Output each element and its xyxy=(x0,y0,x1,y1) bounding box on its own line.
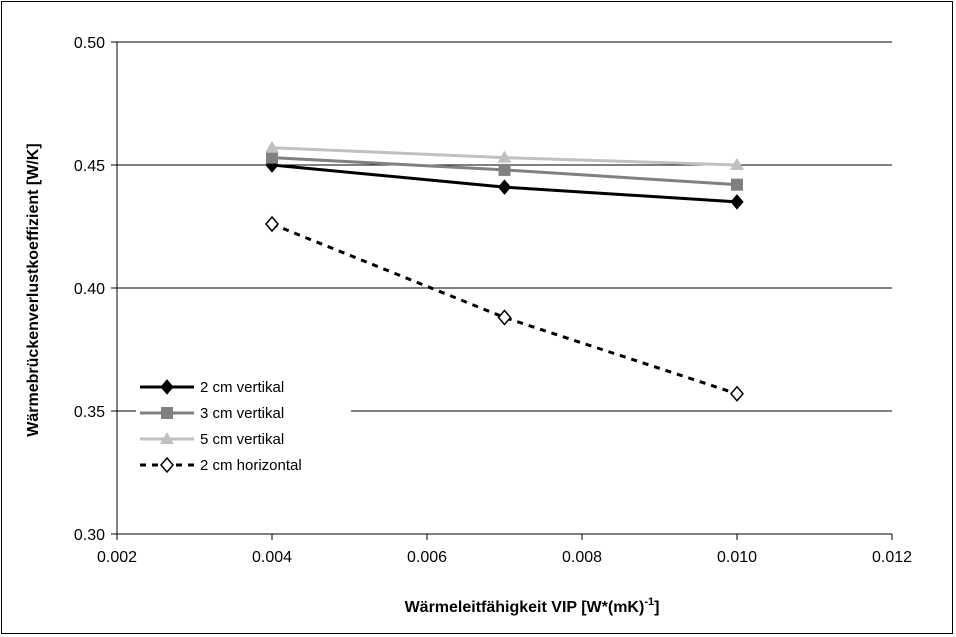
data-point xyxy=(730,385,744,402)
x-tick-label: 0.004 xyxy=(252,549,292,566)
y-tick-label: 0.30 xyxy=(74,527,105,544)
legend-label: 2 cm horizontal xyxy=(200,457,302,474)
data-point xyxy=(730,158,744,170)
data-point xyxy=(265,215,279,233)
legend-label: 5 cm vertikal xyxy=(200,431,284,448)
series-layer xyxy=(265,140,744,402)
x-axis-title-superscript: -1 xyxy=(644,596,654,608)
y-tick-label: 0.40 xyxy=(74,281,105,298)
legend-label: 2 cm vertikal xyxy=(200,379,284,396)
data-point xyxy=(498,163,511,176)
data-point xyxy=(730,194,744,210)
data-point xyxy=(265,140,279,153)
x-tick-label: 0.008 xyxy=(562,549,602,566)
x-axis-title: Wärmeleitfähigkeit VIP [W*(mK)-1] xyxy=(405,596,660,616)
y-axis-title: Wärmebrückenverlustkoeffizient [W/K] xyxy=(25,143,42,436)
data-point xyxy=(497,179,512,195)
y-tick-label: 0.50 xyxy=(74,35,105,52)
series-2-cm-horizontal xyxy=(265,215,744,402)
legend-swatch-marker xyxy=(160,379,174,395)
data-point xyxy=(497,150,512,163)
axes xyxy=(111,41,893,540)
y-tick-label: 0.45 xyxy=(74,158,105,175)
legend-label: 3 cm vertikal xyxy=(200,405,284,422)
legend: 2 cm vertikal 3 cm vertikal 5 cm vertikal 2… xyxy=(136,373,351,481)
y-tick-label: 0.35 xyxy=(74,404,105,421)
x-tick-label: 0.010 xyxy=(717,549,757,566)
x-tick-labels: 0.002 0.004 0.006 0.008 0.010 0.012 xyxy=(97,549,912,566)
y-tick-labels: 0.30 0.35 0.40 0.45 0.50 xyxy=(74,35,105,544)
x-tick-label: 0.006 xyxy=(407,549,447,566)
legend-swatch-marker xyxy=(160,432,174,444)
series-5-cm-vertikal xyxy=(265,140,744,170)
legend-swatch-marker xyxy=(160,456,174,474)
data-point xyxy=(731,178,743,191)
x-tick-label: 0.002 xyxy=(97,549,137,566)
x-tick-label: 0.012 xyxy=(872,549,912,566)
gridlines xyxy=(117,41,892,412)
series-3-cm-vertikal xyxy=(266,151,743,191)
x-axis-title-suffix: ] xyxy=(654,599,659,616)
x-axis-title-main: Wärmeleitfähigkeit VIP [W*(mK) xyxy=(405,599,645,616)
data-point xyxy=(266,151,278,164)
legend-swatch-marker xyxy=(161,407,173,419)
series-line xyxy=(271,222,738,396)
data-point xyxy=(497,309,512,326)
